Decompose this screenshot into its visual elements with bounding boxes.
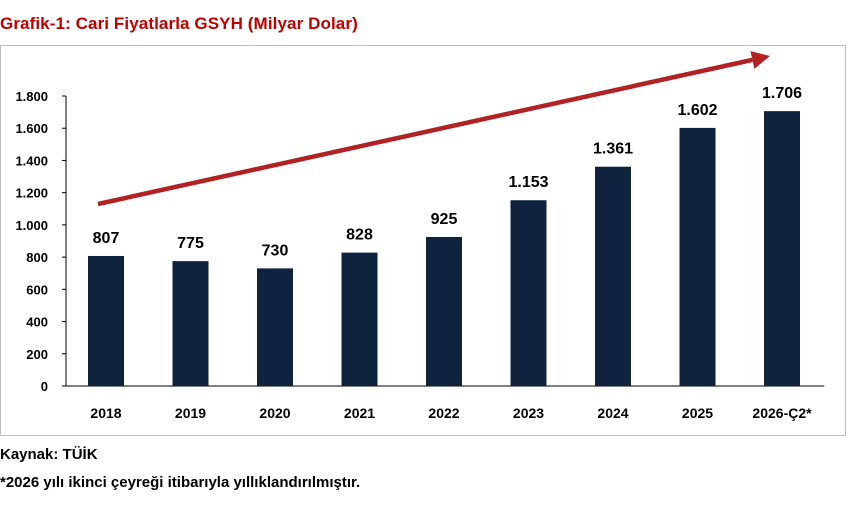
- data-label: 1.361: [593, 141, 633, 158]
- x-tick-label: 2020: [259, 405, 290, 421]
- x-tick-label: 2024: [597, 405, 628, 421]
- bar-2020: [257, 268, 293, 386]
- data-label: 775: [177, 235, 204, 252]
- bar-2022: [426, 236, 462, 386]
- bar-2023: [510, 200, 547, 386]
- trend-arrow-head: [750, 51, 770, 69]
- bar-2019: [172, 261, 209, 386]
- bar-chart: 0 200 400 600 800 1.000 1.200 1.400 1.600 1.800 80…: [15, 51, 825, 421]
- chart-frame: [0, 45, 846, 436]
- footnote: *2026 yılı ikinci çeyreği itibarıyla yıl…: [0, 474, 361, 491]
- y-tick-label: 1.600: [15, 121, 48, 136]
- x-tick-label: 2026-Ç2*: [752, 405, 812, 421]
- y-tick-label: 1.200: [15, 186, 48, 201]
- bar-2026-Ç2*: [764, 111, 800, 387]
- bar-2024: [595, 166, 631, 386]
- y-tick-label: 800: [26, 250, 48, 265]
- data-label: 1.706: [762, 85, 802, 102]
- x-tick-label: 2025: [682, 405, 713, 421]
- bar-2021: [341, 252, 378, 386]
- bar-2018: [88, 255, 124, 386]
- x-tick-label: 2022: [428, 405, 459, 421]
- data-label: 730: [262, 242, 289, 259]
- trend-arrow-line: [97, 57, 753, 207]
- y-tick-label: 0: [41, 379, 48, 394]
- data-label: 828: [346, 227, 373, 244]
- y-tick-label: 1.800: [15, 89, 48, 104]
- y-tick-label: 200: [26, 347, 48, 362]
- bar-2025: [679, 127, 716, 387]
- x-tick-label: 2018: [90, 405, 121, 421]
- y-tick-label: 400: [26, 315, 48, 330]
- x-tick-label: 2023: [513, 405, 544, 421]
- x-tick-label: 2019: [175, 405, 206, 421]
- chart-title: Grafik-1: Cari Fiyatlarla GSYH (Milyar D…: [0, 14, 358, 33]
- source-note: Kaynak: TÜİK: [0, 446, 98, 463]
- x-tick-label: 2021: [344, 405, 375, 421]
- y-tick-label: 600: [26, 282, 48, 297]
- y-tick-label: 1.000: [15, 218, 48, 233]
- y-tick-label: 1.400: [15, 153, 48, 168]
- data-label: 807: [93, 230, 120, 247]
- data-label: 1.602: [677, 102, 717, 119]
- data-label: 925: [431, 211, 458, 228]
- data-label: 1.153: [508, 174, 548, 191]
